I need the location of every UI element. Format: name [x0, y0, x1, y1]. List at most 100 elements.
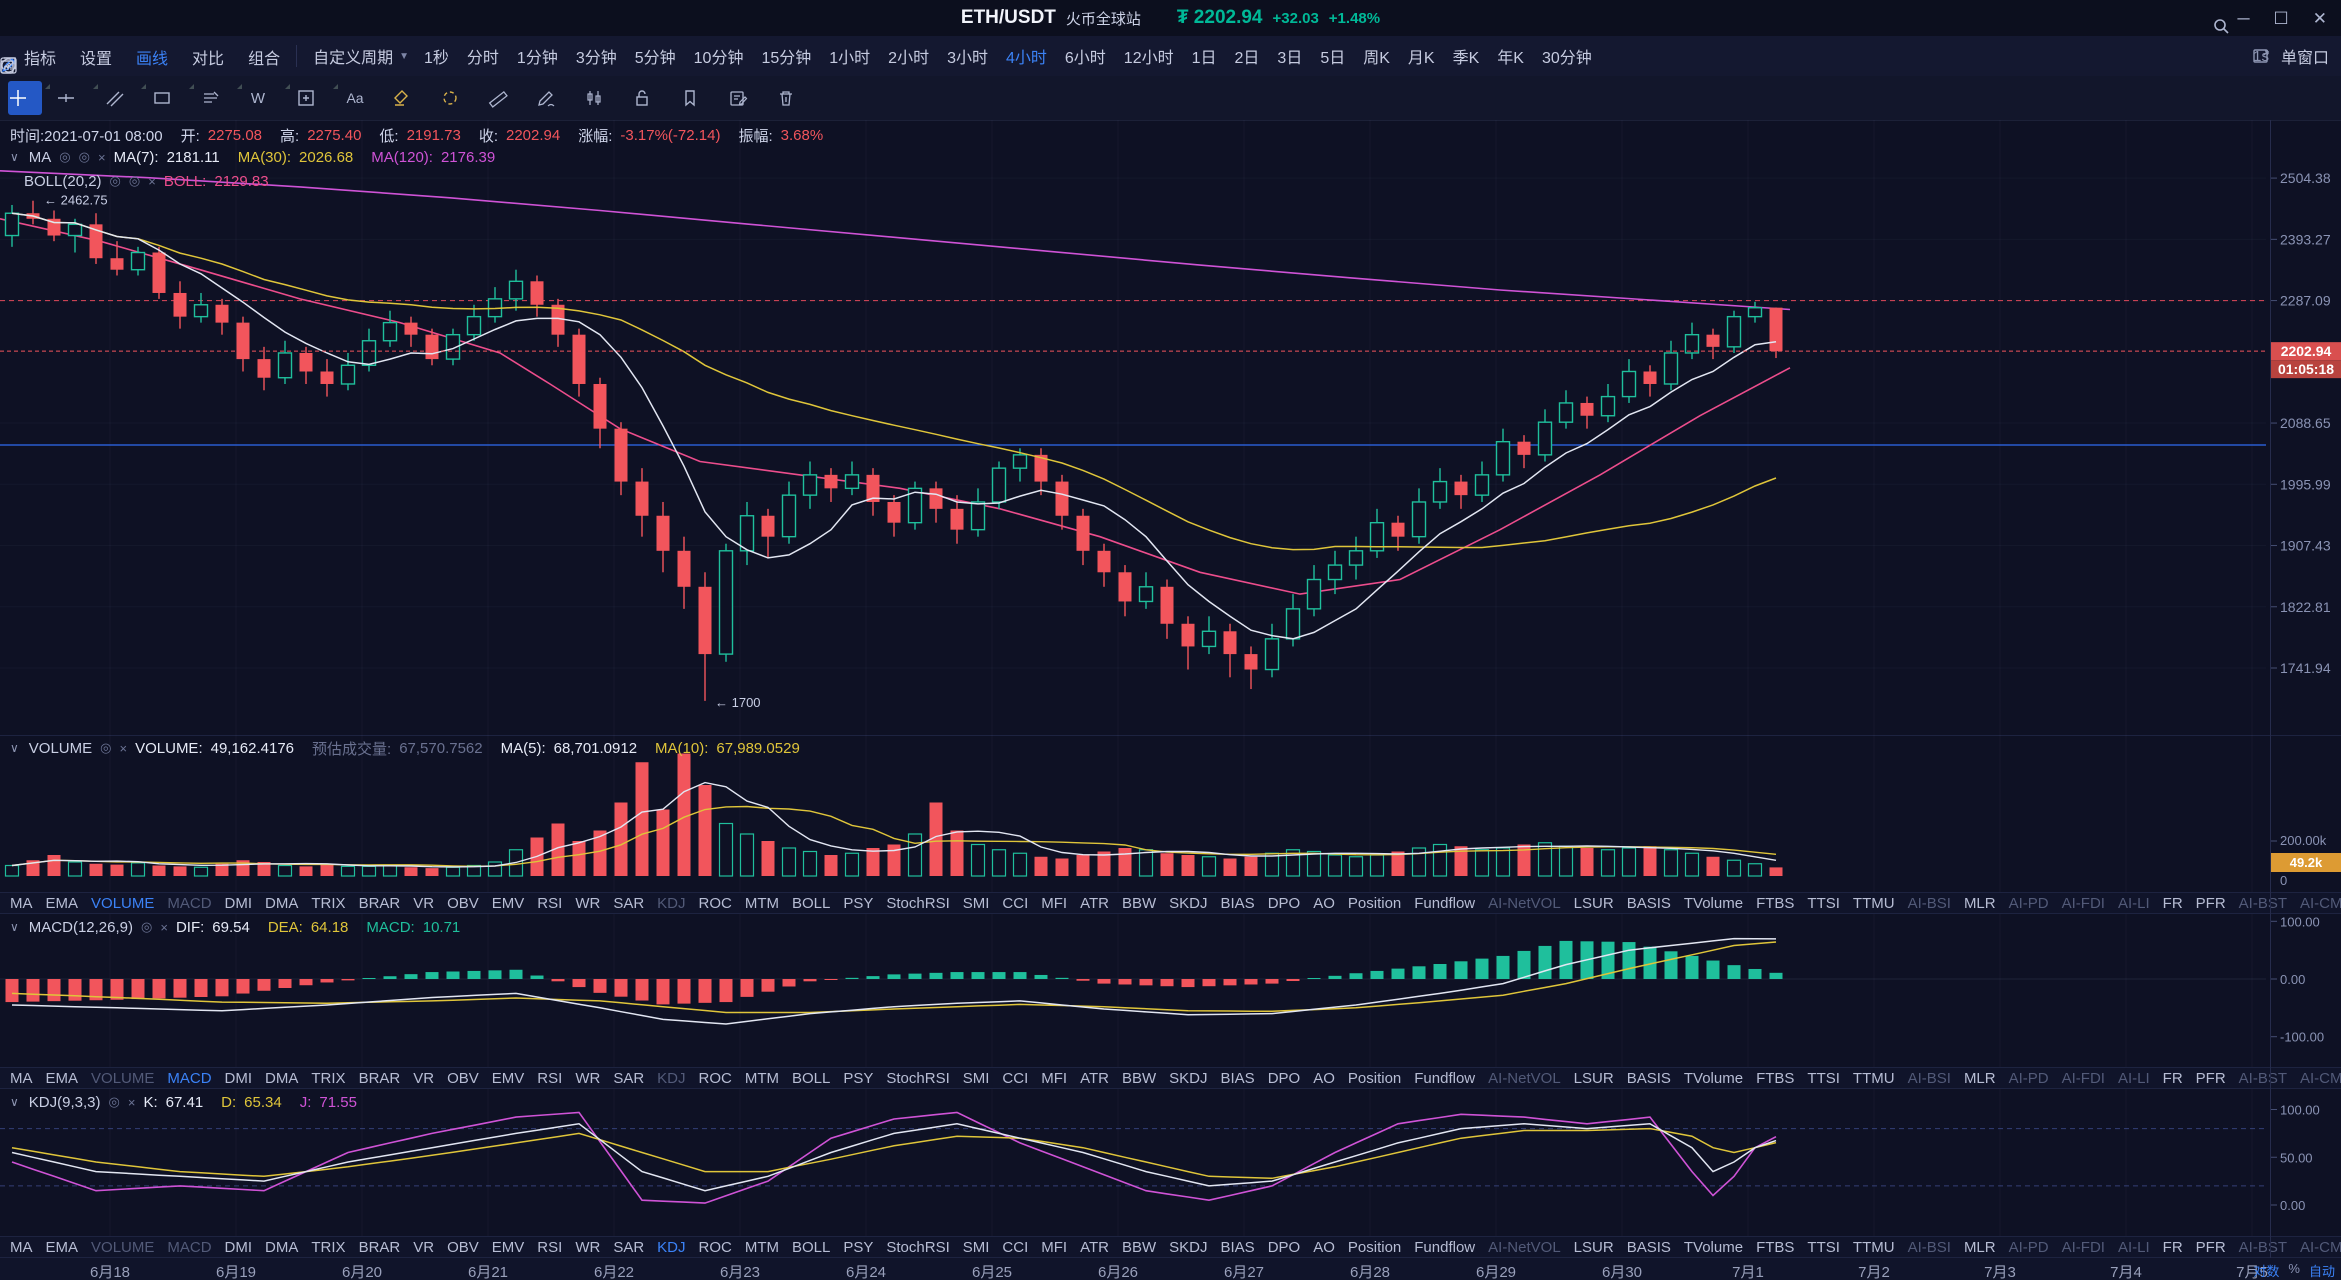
draw-tool-crosshair-icon[interactable] [8, 81, 50, 115]
indicator-tab-pfr[interactable]: PFR [2195, 1238, 2226, 1256]
boll-visibility-icon[interactable]: ◎ [128, 173, 141, 188]
indicator-tab-ttsi[interactable]: TTSI [1807, 1238, 1840, 1256]
indicator-tab-ai-netvol[interactable]: AI-NetVOL [1488, 1069, 1561, 1087]
tool-combine[interactable]: 组合 [0, 45, 280, 74]
indicator-tab-ai-pd[interactable]: AI-PD [2008, 1069, 2049, 1087]
indicator-tab-ftbs[interactable]: FTBS [1756, 1069, 1795, 1087]
draw-tool-trend-line-icon[interactable] [104, 81, 146, 115]
indicator-tab-ai-netvol[interactable]: AI-NetVOL [1488, 894, 1561, 912]
timeframe-30分钟[interactable]: 30分钟 [1541, 50, 1592, 67]
indicator-tab-roc[interactable]: ROC [698, 1069, 732, 1087]
ma-settings-icon[interactable]: ◎ [59, 149, 71, 164]
indicator-tab-position[interactable]: Position [1347, 1238, 1402, 1256]
kdj-chart-canvas[interactable]: 100.00 50.00 0.00 [0, 1089, 2341, 1236]
indicator-tab-ao[interactable]: AO [1313, 1069, 1335, 1087]
indicator-tab-emv[interactable]: EMV [491, 1069, 525, 1087]
indicator-tab-ai-bst[interactable]: AI-BST [2238, 1069, 2287, 1087]
indicator-tab-boll[interactable]: BOLL [792, 1069, 831, 1087]
boll-close-icon[interactable]: × [148, 173, 156, 189]
draw-tool-ruler-icon[interactable] [488, 81, 522, 115]
chevron-down-icon[interactable]: ∨ [10, 1095, 19, 1109]
timeframe-季K[interactable]: 季K [1452, 50, 1480, 67]
main-chart-canvas[interactable]: 2504.38 2393.27 2287.09 2088.65 1995.99 1907.… [0, 120, 2341, 735]
indicator-tab-boll[interactable]: BOLL [792, 1238, 831, 1256]
timeframe-10分钟[interactable]: 10分钟 [693, 50, 744, 67]
axis-mode-%[interactable]: % [2288, 1261, 2300, 1276]
indicator-tab-brar[interactable]: BRAR [358, 894, 401, 912]
timeframe-6小时[interactable]: 6小时 [1064, 50, 1106, 67]
boll-settings-icon[interactable]: ◎ [109, 173, 121, 188]
indicator-tab-bias[interactable]: BIAS [1220, 894, 1255, 912]
timeframe-周K[interactable]: 周K [1363, 50, 1390, 67]
indicator-tab-atr[interactable]: ATR [1080, 1069, 1109, 1087]
indicator-tab-psy[interactable]: PSY [843, 894, 874, 912]
draw-tool-brush-icon[interactable] [440, 81, 474, 115]
timeframe-3分钟[interactable]: 3分钟 [575, 50, 617, 67]
draw-tool-note-icon[interactable] [728, 81, 762, 115]
indicator-tab-mtm[interactable]: MTM [744, 894, 779, 912]
indicator-tab-tvolume[interactable]: TVolume [1683, 1238, 1744, 1256]
indicator-tab-cci[interactable]: CCI [1002, 1069, 1029, 1087]
indicator-tab-ai-bst[interactable]: AI-BST [2238, 894, 2287, 912]
indicator-tab-fundflow[interactable]: Fundflow [1414, 1238, 1476, 1256]
indicator-tab-vr[interactable]: VR [413, 894, 435, 912]
timeframe-12小时[interactable]: 12小时 [1123, 50, 1174, 67]
indicator-tab-mfi[interactable]: MFI [1041, 894, 1068, 912]
indicator-tab-ai-pd[interactable]: AI-PD [2008, 1238, 2049, 1256]
indicator-tab-pfr[interactable]: PFR [2195, 1069, 2226, 1087]
indicator-tab-ai-li[interactable]: AI-LI [2117, 1069, 2150, 1087]
indicator-tab-obv[interactable]: OBV [447, 894, 479, 912]
indicator-tab-smi[interactable]: SMI [962, 1238, 990, 1256]
tool-compare[interactable]: 对比 [0, 45, 224, 74]
indicator-tab-ai-cmlsi[interactable]: AI-CMLSI [2300, 894, 2341, 912]
indicator-tab-sar[interactable]: SAR [613, 1069, 645, 1087]
indicator-tab-ttsi[interactable]: TTSI [1807, 1069, 1840, 1087]
custom-period-dropdown[interactable]: 自定义周期 ▼ [313, 44, 409, 68]
indicator-tab-mfi[interactable]: MFI [1041, 1069, 1068, 1087]
maximize-icon[interactable]: ☐ [2273, 8, 2289, 28]
indicator-tab-macd[interactable]: MACD [167, 1069, 212, 1087]
indicator-tab-basis[interactable]: BASIS [1626, 1069, 1671, 1087]
draw-tool-box-add-icon[interactable] [296, 81, 338, 115]
indicator-tab-ao[interactable]: AO [1313, 1238, 1335, 1256]
indicator-tab-ma[interactable]: MA [10, 1069, 33, 1087]
indicator-tab-pfr[interactable]: PFR [2195, 894, 2226, 912]
indicator-tab-vr[interactable]: VR [413, 1238, 435, 1256]
indicator-tab-dmi[interactable]: DMI [224, 1238, 253, 1256]
indicator-tab-ttmu[interactable]: TTMU [1852, 1069, 1895, 1087]
indicator-tab-dma[interactable]: DMA [265, 894, 299, 912]
indicator-tab-fr[interactable]: FR [2162, 1238, 2183, 1256]
indicator-tab-obv[interactable]: OBV [447, 1069, 479, 1087]
indicator-tab-ai-fdi[interactable]: AI-FDI [2061, 894, 2105, 912]
indicator-tab-skdj[interactable]: SKDJ [1169, 894, 1208, 912]
indicator-tab-boll[interactable]: BOLL [792, 894, 831, 912]
indicator-tab-rsi[interactable]: RSI [537, 1238, 563, 1256]
indicator-tab-wr[interactable]: WR [575, 1069, 601, 1087]
indicator-tab-ai-cmlsi[interactable]: AI-CMLSI [2300, 1238, 2341, 1256]
timeframe-1日[interactable]: 1日 [1191, 50, 1217, 67]
minimize-icon[interactable]: ─ [2237, 8, 2250, 28]
indicator-tab-volume[interactable]: VOLUME [91, 894, 155, 912]
macd-chart-canvas[interactable]: 100.00 0.00 -100.00 [0, 914, 2341, 1067]
indicator-tab-sar[interactable]: SAR [613, 1238, 645, 1256]
indicator-tab-ai-netvol[interactable]: AI-NetVOL [1488, 1238, 1561, 1256]
indicator-tab-mlr[interactable]: MLR [1963, 894, 1996, 912]
indicator-tab-ai-bsi[interactable]: AI-BSI [1907, 894, 1951, 912]
indicator-tab-stochrsi[interactable]: StochRSI [886, 894, 950, 912]
indicator-tab-bbw[interactable]: BBW [1121, 1069, 1157, 1087]
indicator-tab-ema[interactable]: EMA [45, 1238, 79, 1256]
timeframe-4小时[interactable]: 4小时 [1005, 50, 1047, 67]
timeframe-2小时[interactable]: 2小时 [888, 50, 930, 67]
timeframe-年K[interactable]: 年K [1497, 50, 1524, 67]
indicator-tab-cci[interactable]: CCI [1002, 1238, 1029, 1256]
indicator-tab-ai-li[interactable]: AI-LI [2117, 1238, 2150, 1256]
axis-mode-自动[interactable]: 自动 [2308, 1264, 2335, 1279]
indicator-tab-ttsi[interactable]: TTSI [1807, 894, 1840, 912]
indicator-tab-dpo[interactable]: DPO [1267, 1238, 1301, 1256]
indicator-tab-ai-bsi[interactable]: AI-BSI [1907, 1238, 1951, 1256]
indicator-tab-roc[interactable]: ROC [698, 1238, 732, 1256]
draw-tool-wave-icon[interactable]: W [248, 81, 290, 115]
indicator-tab-ttmu[interactable]: TTMU [1852, 1238, 1895, 1256]
indicator-tab-bbw[interactable]: BBW [1121, 1238, 1157, 1256]
draw-tool-candle-pattern-icon[interactable] [584, 81, 618, 115]
